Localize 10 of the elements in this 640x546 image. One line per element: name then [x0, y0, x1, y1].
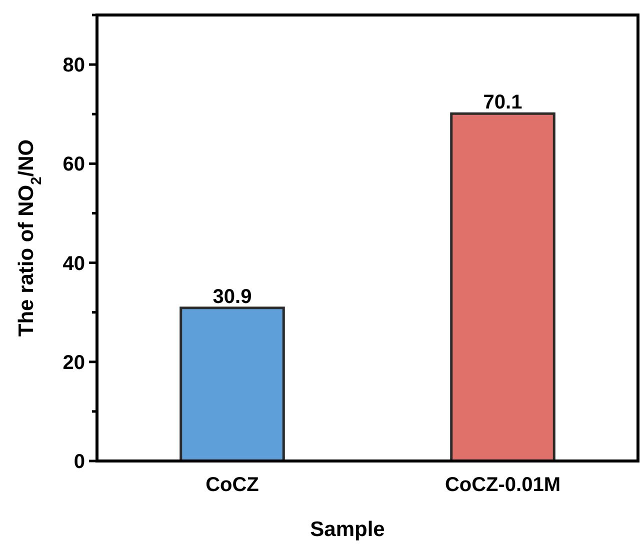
data-label: 70.1 [483, 92, 522, 114]
y-tick-label: 20 [62, 352, 85, 374]
x-axis-title: Sample [310, 518, 385, 541]
data-label: 30.9 [212, 286, 252, 308]
y-tick-label: 40 [62, 252, 85, 275]
y-tick-label: 60 [62, 154, 85, 176]
y-tick-label: 80 [62, 54, 85, 77]
x-tick-label: CoCZ-0.01M [444, 474, 561, 496]
y-tick-label: 0 [74, 451, 85, 473]
x-tick-label: CoCZ [206, 474, 259, 496]
